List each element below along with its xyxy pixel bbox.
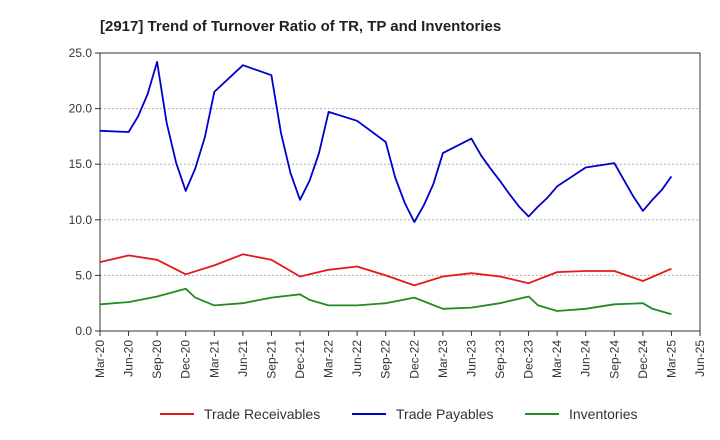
legend-label: Inventories	[569, 406, 637, 422]
series-line-trade-payables	[99, 61, 673, 223]
y-tick-label: 15.0	[69, 157, 93, 171]
legend: Trade Receivables Trade Payables Inventori…	[160, 406, 637, 422]
x-tick-label: Sep-23	[493, 340, 507, 379]
x-tick-label: Mar-25	[664, 340, 678, 378]
x-tick-label: Dec-23	[522, 340, 536, 379]
axes: 0.0 5.0 10.0 15.0 20.0 25.0 Mar-20 Jun-20 Sep-20…	[69, 46, 707, 379]
plot-frame	[99, 52, 701, 332]
x-tick-label: Sep-24	[607, 340, 621, 379]
series-line-inventories	[99, 287, 672, 316]
x-tick-label: Mar-22	[322, 340, 336, 378]
x-tick-label: Dec-22	[407, 340, 421, 379]
x-tick-label: Sep-21	[264, 340, 278, 379]
series-line-trade-receivables	[99, 253, 672, 287]
x-tick-label: Mar-21	[207, 340, 221, 378]
y-tick-label: 25.0	[69, 46, 93, 60]
x-tick-label: Jun-22	[350, 340, 364, 377]
x-tick-label: Dec-24	[636, 340, 650, 379]
y-tick-label: 0.0	[75, 324, 92, 338]
x-tick-label: Jun-25	[693, 340, 707, 377]
x-tick-label: Mar-23	[436, 340, 450, 378]
x-tick-label: Sep-20	[150, 340, 164, 379]
x-tick-label: Sep-22	[379, 340, 393, 379]
series-layer	[99, 61, 673, 316]
y-tick-label: 20.0	[69, 102, 93, 116]
x-tick-label: Jun-23	[464, 340, 478, 377]
y-tick-label: 10.0	[69, 213, 93, 227]
chart-title: [2917] Trend of Turnover Ratio of TR, TP…	[100, 18, 501, 35]
x-tick-label: Dec-21	[293, 340, 307, 379]
x-tick-label: Jun-24	[579, 340, 593, 377]
x-tick-label: Mar-24	[550, 340, 564, 378]
x-tick-label: Dec-20	[179, 340, 193, 379]
y-tick-label: 5.0	[75, 268, 92, 282]
x-tick-label: Jun-21	[236, 340, 250, 377]
legend-label: Trade Receivables	[204, 406, 320, 422]
x-tick-label: Mar-20	[93, 340, 107, 378]
x-tick-label: Jun-20	[122, 340, 136, 377]
legend-label: Trade Payables	[396, 406, 494, 422]
